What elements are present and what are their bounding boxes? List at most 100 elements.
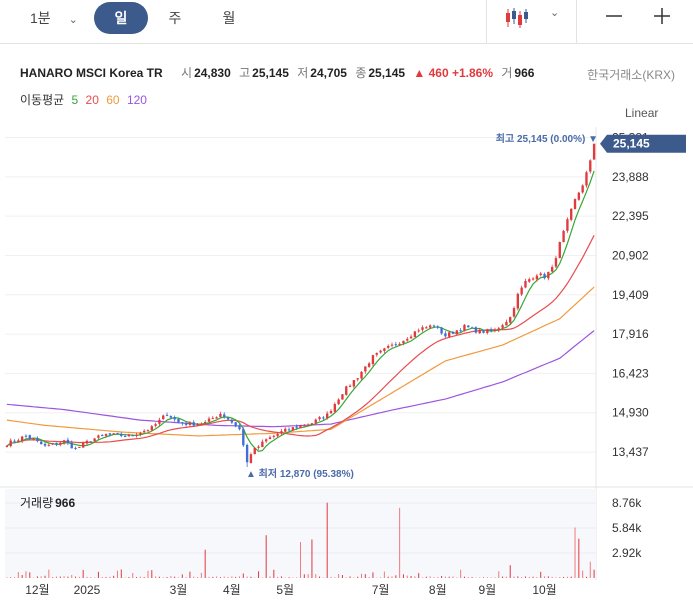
candle <box>62 440 66 443</box>
volume-bar <box>143 577 145 578</box>
interval-week-tab[interactable]: 주 <box>168 10 182 26</box>
candle <box>436 326 439 328</box>
volume-bar <box>288 577 290 578</box>
chart-type-chevron-icon[interactable]: ⌄ <box>550 7 560 19</box>
candle <box>402 340 405 344</box>
minimize-button[interactable] <box>600 4 628 28</box>
interval-minute-dropdown[interactable]: 1분 ⌄ <box>30 2 78 34</box>
volume-bar <box>219 577 221 578</box>
candle <box>66 439 70 443</box>
instrument-name: HANARO MSCI Korea TR <box>20 66 163 80</box>
ma-5-label: 5 <box>71 93 79 107</box>
volume-bar <box>425 576 427 578</box>
date-axis-tick-label: 8월 <box>429 583 447 597</box>
ma-120-label: 120 <box>126 93 147 107</box>
interval-month-tab[interactable]: 월 <box>222 10 236 26</box>
candle <box>55 442 58 445</box>
candle <box>257 446 260 448</box>
volume-bar <box>189 571 191 578</box>
date-axis-tick-label: 10월 <box>532 583 556 597</box>
open-label: 시 <box>181 66 193 80</box>
volume-bar <box>502 576 504 578</box>
volume-bar <box>235 576 237 578</box>
candle <box>310 423 314 426</box>
candle <box>139 432 142 435</box>
volume-bar <box>391 576 393 578</box>
candle <box>364 366 367 372</box>
date-axis-tick-label: 9월 <box>478 583 496 597</box>
price-axis-tick-label: 16,423 <box>612 366 649 380</box>
candle <box>448 332 451 337</box>
volume-bar <box>463 576 465 578</box>
price-axis-tick-label: 14,930 <box>612 406 649 420</box>
candle <box>287 429 291 431</box>
candlestick-chart-type-button[interactable] <box>503 6 533 30</box>
volume-bar <box>109 576 111 578</box>
current-price-label: 25,145 <box>613 137 650 151</box>
volume-bar <box>414 576 416 578</box>
candle <box>581 185 584 193</box>
candle <box>272 435 275 437</box>
candle <box>74 447 77 449</box>
candle <box>539 273 542 276</box>
volume-bar <box>437 577 439 578</box>
candle <box>112 433 115 435</box>
moving-average-legend[interactable]: 이동평균 5 20 60 120 <box>20 91 151 108</box>
candle <box>554 258 558 267</box>
candle <box>131 435 134 437</box>
ma60-line <box>6 286 595 437</box>
candle <box>173 417 176 420</box>
candle <box>577 192 581 200</box>
volume-bar <box>40 576 42 578</box>
volume-bar <box>372 572 374 578</box>
volume-panel-value: 966 <box>55 496 76 510</box>
candle <box>36 438 39 442</box>
volume-bar <box>589 561 591 578</box>
volume-bar <box>341 575 343 578</box>
candle <box>524 280 527 288</box>
volume-bar <box>433 577 435 578</box>
price-axis-tick-label: 20,902 <box>612 248 649 262</box>
candle <box>463 324 466 331</box>
candle <box>592 143 596 160</box>
ma5-line <box>6 170 595 452</box>
volume-bar <box>147 570 149 578</box>
candle <box>585 172 588 186</box>
candle <box>356 378 359 380</box>
candle <box>516 293 520 309</box>
candle <box>413 331 417 338</box>
candle <box>367 363 371 367</box>
volume-bar <box>361 573 363 578</box>
volume-bar <box>21 575 23 578</box>
ma-20-label: 20 <box>85 93 99 107</box>
candle <box>97 435 100 438</box>
volume-bar <box>128 576 130 578</box>
volume-bar <box>208 576 210 578</box>
candle <box>116 433 119 435</box>
volume-bar <box>101 577 103 578</box>
candle <box>295 426 298 428</box>
volume-panel-title: 거래량 966 <box>20 494 75 511</box>
volume-bar <box>383 571 385 578</box>
interval-day-tab[interactable]: 일 <box>94 2 148 34</box>
candle <box>81 442 85 448</box>
volume-bar <box>273 569 275 578</box>
candle <box>505 321 508 326</box>
candle <box>238 426 241 430</box>
candle <box>348 385 352 387</box>
current-price-tag <box>600 134 686 153</box>
candle <box>371 355 375 365</box>
candle <box>192 422 195 426</box>
expand-button[interactable] <box>648 4 676 28</box>
candle <box>394 344 398 346</box>
candle <box>142 430 146 433</box>
volume-bar <box>547 576 549 578</box>
volume-bar <box>444 576 446 578</box>
scale-mode-button[interactable]: Linear <box>625 106 659 120</box>
candle <box>421 327 424 330</box>
date-axis-tick-label: 7월 <box>372 583 390 597</box>
volume-bar <box>86 576 88 578</box>
volume-bar <box>483 576 485 578</box>
candle <box>337 399 340 405</box>
